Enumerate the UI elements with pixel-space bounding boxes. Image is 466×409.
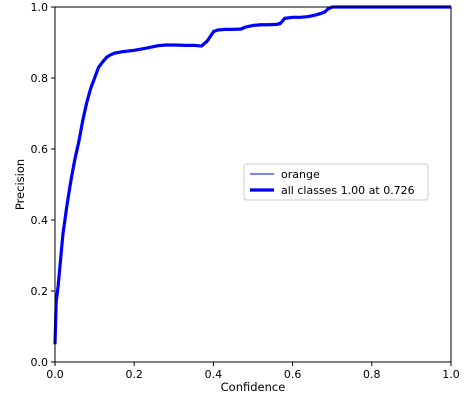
legend-label-all-classes: all classes 1.00 at 0.726: [281, 184, 415, 197]
series-line-all-classes: [53, 5, 451, 345]
x-tick-label: 0.4: [205, 368, 223, 381]
y-axis-label: Precision: [13, 159, 27, 210]
x-tick-label: 1.0: [442, 368, 460, 381]
y-tick-label: 0.2: [31, 285, 49, 298]
y-tick-label: 1.0: [31, 1, 49, 14]
x-tick-label: 0.0: [46, 368, 64, 381]
y-axis-ticks: 0.0 0.2 0.4 0.6 0.8 1.0: [31, 1, 55, 369]
y-tick-label: 0.6: [31, 143, 49, 156]
x-tick-label: 0.8: [363, 368, 381, 381]
legend-box: [243, 163, 429, 201]
y-tick-label: 0.8: [31, 72, 49, 85]
legend-label-orange: orange: [281, 168, 320, 181]
legend: orange all classes 1.00 at 0.726: [243, 163, 429, 201]
x-tick-label: 0.2: [125, 368, 143, 381]
plot-lines: [53, 5, 451, 345]
x-axis-ticks: 0.0 0.2 0.4 0.6 0.8 1.0: [46, 362, 460, 381]
plot-frame: [54, 6, 452, 363]
y-tick-label: 0.0: [31, 356, 49, 369]
x-axis-label: Confidence: [221, 380, 286, 394]
x-tick-label: 0.6: [284, 368, 302, 381]
y-tick-label: 0.4: [31, 214, 49, 227]
